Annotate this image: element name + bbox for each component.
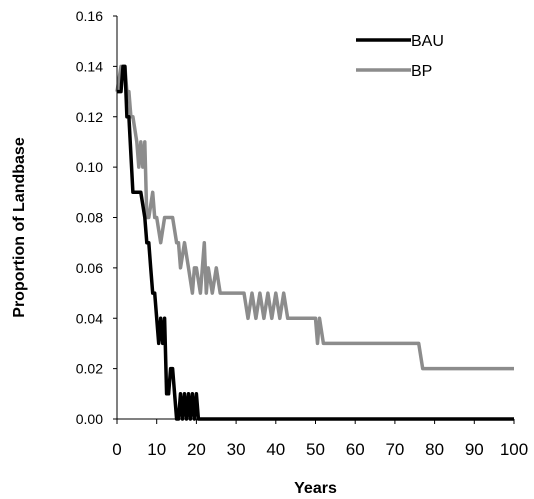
legend-label-bau: BAU <box>411 33 444 50</box>
series-line-bp <box>115 64 514 371</box>
y-axis-title: Proportion of Landbase <box>11 137 28 318</box>
x-tick-label: 40 <box>266 440 285 459</box>
x-tick-label: 20 <box>187 440 206 459</box>
x-tick-label: 100 <box>500 440 528 459</box>
y-tick-label: 0.04 <box>76 310 103 326</box>
y-tick-label: 0.14 <box>76 58 103 74</box>
x-tick-labels: 0 10 20 30 40 50 60 70 80 90 100 <box>112 440 528 459</box>
x-tick-label: 30 <box>227 440 246 459</box>
legend-label-bp: BP <box>411 63 432 80</box>
y-tick-label: 0.00 <box>76 411 103 427</box>
y-tick-label: 0.02 <box>76 361 103 377</box>
x-tick-label: 80 <box>425 440 444 459</box>
x-tick-label: 0 <box>112 440 121 459</box>
x-tick-label: 70 <box>385 440 404 459</box>
x-axis-title: Years <box>294 480 337 497</box>
y-tick-label: 0.08 <box>76 210 103 226</box>
x-tick-label: 60 <box>346 440 365 459</box>
y-tick-label: 0.16 <box>76 8 103 24</box>
y-tick-labels: 0.00 0.02 0.04 0.06 0.08 0.10 0.12 0.14 0.16 <box>76 8 103 427</box>
x-tick-label: 90 <box>465 440 484 459</box>
y-tick-label: 0.10 <box>76 159 103 175</box>
y-tick-label: 0.12 <box>76 109 103 125</box>
series-layer <box>115 64 514 421</box>
axis-ticks <box>113 15 515 424</box>
x-tick-label: 50 <box>306 440 325 459</box>
y-tick-label: 0.06 <box>76 260 103 276</box>
legend: BAU BP <box>356 33 444 80</box>
x-tick-label: 10 <box>147 440 166 459</box>
